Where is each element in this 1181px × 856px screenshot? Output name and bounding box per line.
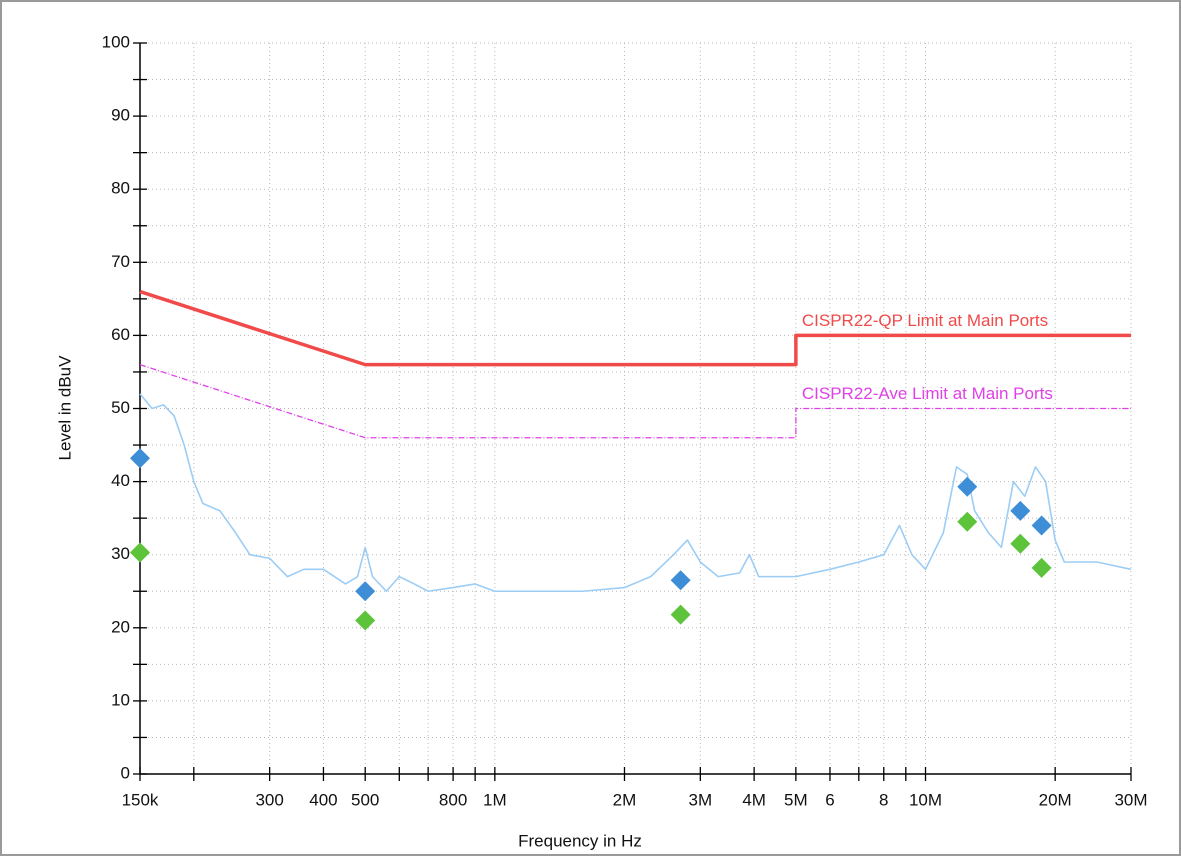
marker	[670, 570, 691, 591]
y-tick-label: 80	[111, 179, 130, 198]
marker	[1010, 533, 1031, 554]
marker	[355, 581, 376, 602]
marker	[1031, 557, 1052, 578]
y-tick-label: 70	[111, 252, 130, 271]
annotation: CISPR22-QP Limit at Main Ports	[802, 311, 1048, 330]
x-tick-label: 1M	[483, 790, 507, 809]
y-tick-label: 60	[111, 325, 130, 344]
marker	[130, 542, 150, 563]
marker	[1010, 500, 1031, 521]
marker	[670, 604, 691, 625]
y-tick-label: 30	[111, 544, 130, 563]
x-tick-label: 4M	[742, 790, 766, 809]
x-tick-label: 3M	[689, 790, 713, 809]
x-tick-label: 150k	[122, 790, 159, 809]
marker	[130, 448, 150, 469]
y-tick-label: 90	[111, 106, 130, 125]
line	[139, 393, 1132, 593]
y-tick-label: 50	[111, 398, 130, 417]
y-tick-label: 0	[121, 763, 130, 782]
marker	[957, 511, 978, 532]
y-tick-label: 100	[102, 32, 130, 51]
marker	[1031, 515, 1052, 536]
x-tick-label: 300	[255, 790, 283, 809]
line	[139, 364, 1131, 439]
marker	[957, 476, 978, 497]
annotation: CISPR22-Ave Limit at Main Ports	[802, 384, 1053, 403]
x-tick-label: 6	[825, 790, 834, 809]
x-tick-label: 5M	[784, 790, 808, 809]
y-axis-label: Level in dBuV	[55, 355, 74, 461]
x-tick-label: 30M	[1114, 790, 1147, 809]
x-tick-label: 2M	[613, 790, 637, 809]
x-tick-label: 20M	[1039, 790, 1072, 809]
marker	[355, 610, 376, 631]
y-tick-label: 40	[111, 471, 130, 490]
x-tick-label: 10M	[909, 790, 942, 809]
x-tick-label: 400	[309, 790, 337, 809]
line	[139, 289, 1131, 367]
y-tick-label: 20	[111, 617, 130, 636]
x-tick-label: 8	[879, 790, 888, 809]
x-tick-label: 500	[351, 790, 379, 809]
x-tick-label: 800	[439, 790, 467, 809]
y-tick-label: 10	[111, 690, 130, 709]
x-axis-label: Frequency in Hz	[518, 831, 642, 850]
